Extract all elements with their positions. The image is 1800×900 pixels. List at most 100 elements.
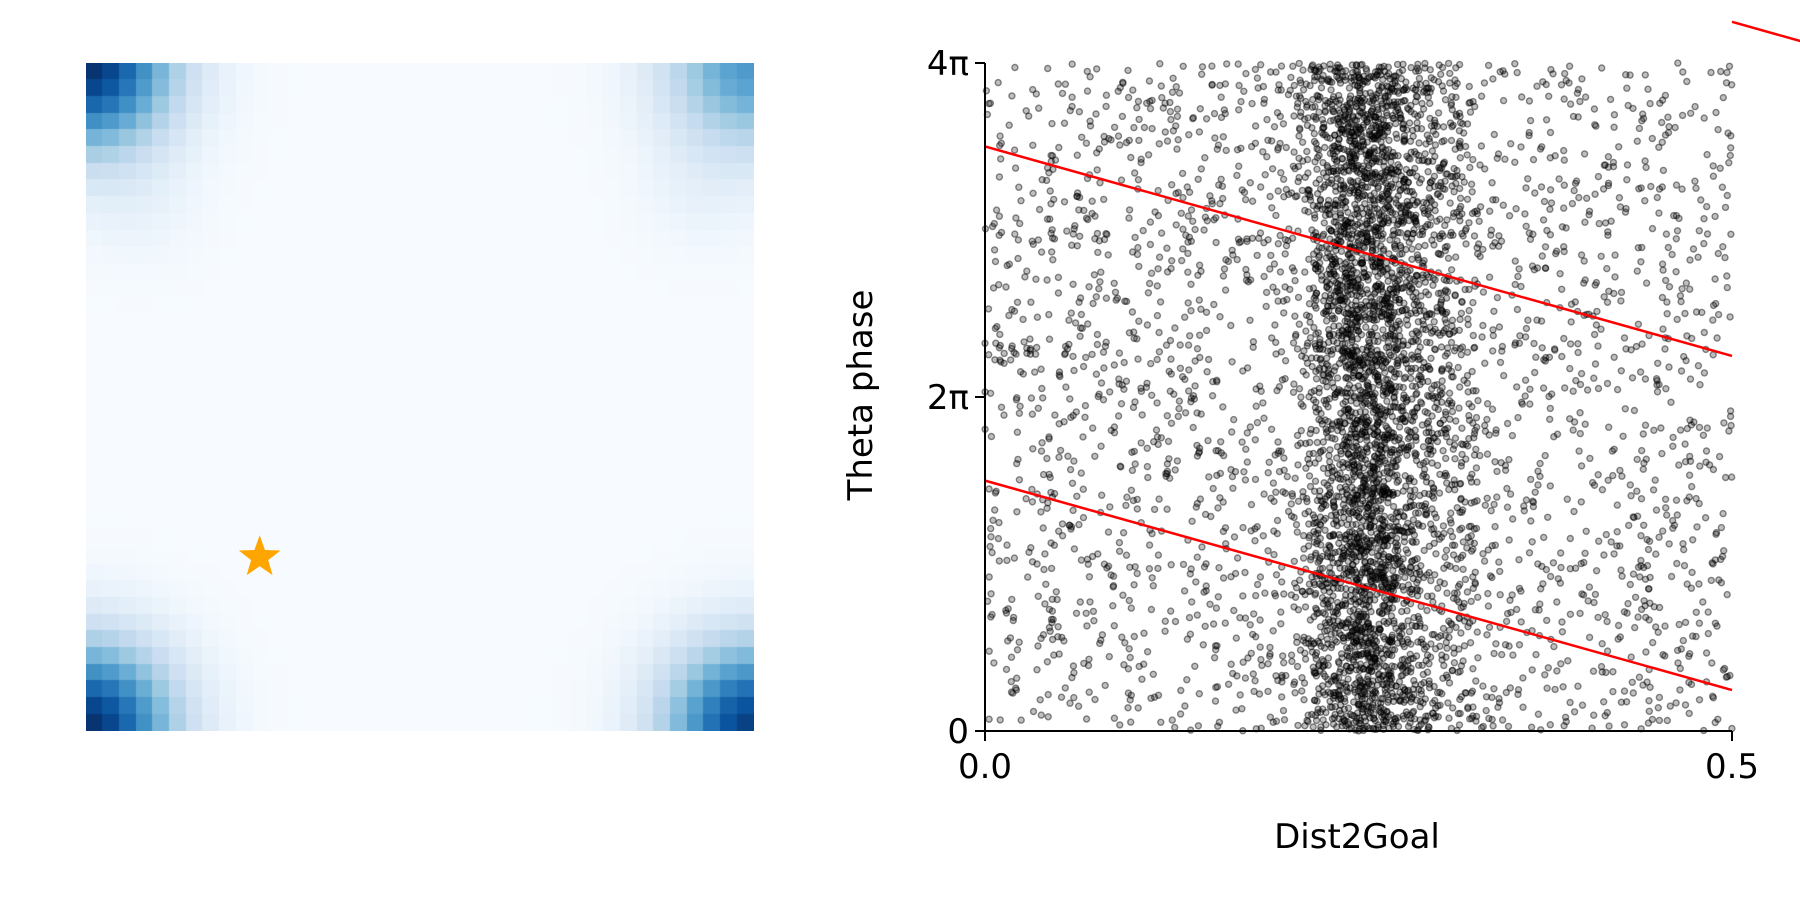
scatter-point <box>1427 74 1436 82</box>
scatter-point <box>1414 347 1422 356</box>
scatter-point <box>1306 556 1315 564</box>
scatter-point <box>1695 423 1704 432</box>
scatter-point <box>1264 469 1272 477</box>
scatter-point <box>1700 328 1709 337</box>
scatter-point <box>1566 340 1575 348</box>
scatter-point <box>1511 339 1520 347</box>
scatter-point <box>1147 269 1156 277</box>
scatter-point <box>995 231 1003 240</box>
scatter-point <box>1437 343 1446 351</box>
scatter-point <box>1079 362 1088 371</box>
scatter-point <box>1215 718 1224 726</box>
scatter-point <box>1347 301 1356 309</box>
scatter-point <box>1317 723 1325 731</box>
scatter-point <box>1310 487 1319 495</box>
scatter-point <box>1442 653 1450 661</box>
scatter-point <box>991 257 1000 266</box>
scatter-point <box>1569 387 1577 395</box>
scatter-point <box>1718 552 1727 561</box>
scatter-point <box>1424 723 1433 731</box>
scatter-point <box>1218 182 1227 191</box>
scatter-point <box>1442 671 1451 679</box>
scatter-point <box>1702 202 1711 211</box>
scatter-point <box>1331 201 1340 209</box>
scatter-point <box>1448 105 1457 114</box>
scatter-point <box>1075 206 1083 214</box>
scatter-point <box>1075 193 1084 202</box>
scatter-point <box>1333 389 1341 397</box>
scatter-point <box>1348 483 1356 492</box>
scatter-point <box>1419 198 1428 207</box>
scatter-point <box>1301 195 1309 204</box>
scatter-point <box>1251 677 1259 685</box>
scatter-point <box>1679 540 1687 548</box>
scatter-point <box>1709 172 1718 180</box>
scatter-point <box>1228 472 1237 481</box>
scatter-point <box>1430 345 1439 353</box>
scatter-point <box>1369 463 1377 472</box>
scatter-point <box>1707 68 1715 77</box>
scatter-point <box>1099 195 1108 204</box>
scatter-point <box>1086 72 1094 81</box>
scatter-point <box>1022 107 1030 115</box>
scatter-point <box>1300 696 1308 704</box>
scatter-point <box>1687 334 1696 343</box>
scatter-point <box>1573 89 1582 97</box>
scatter-point <box>1381 561 1390 570</box>
scatter-point <box>1195 128 1204 136</box>
scatter-point <box>1530 339 1538 348</box>
scatter-point <box>1233 145 1242 154</box>
scatter-point <box>1442 286 1450 294</box>
scatter-point <box>1403 426 1412 434</box>
scatter-point <box>1069 506 1077 515</box>
scatter-point <box>1027 298 1035 306</box>
scatter-point <box>1356 125 1365 134</box>
scatter-point <box>1492 429 1500 437</box>
scatter-point <box>1326 532 1335 540</box>
scatter-point <box>1641 421 1650 429</box>
scatter-point <box>1363 117 1371 126</box>
scatter-point <box>1508 591 1516 599</box>
scatter-point <box>1042 580 1050 588</box>
scatter-point <box>1487 507 1495 515</box>
scatter-point <box>1390 72 1399 80</box>
scatter-point <box>1647 182 1655 191</box>
scatter-point <box>1202 582 1210 590</box>
scatter-point <box>1080 659 1088 668</box>
scatter-point <box>1421 505 1430 514</box>
scatter-point <box>1301 268 1309 276</box>
scatter-point <box>1459 565 1467 573</box>
scatter-point <box>1042 176 1051 185</box>
scatter-point <box>990 659 998 667</box>
scatter-point <box>1429 598 1437 606</box>
scatter-point <box>1425 660 1433 668</box>
scatter-point <box>1213 683 1222 691</box>
scatter-point <box>1154 564 1162 573</box>
scatter-point <box>1397 662 1405 670</box>
scatter-point <box>1472 524 1481 533</box>
scatter-point <box>1293 192 1301 200</box>
scatter-point <box>1279 706 1288 715</box>
scatter-point <box>1576 429 1585 438</box>
scatter-point <box>1532 650 1540 659</box>
scatter-point <box>1197 165 1206 173</box>
scatter-point <box>1282 185 1291 194</box>
scatter-point <box>1463 588 1472 596</box>
scatter-point <box>1153 282 1162 290</box>
scatter-point <box>1547 65 1555 74</box>
scatter-point <box>1425 99 1434 108</box>
scatter-point <box>1008 305 1016 314</box>
scatter-point <box>1179 245 1187 253</box>
scatter-point <box>1054 633 1062 641</box>
scatter-point <box>1266 68 1275 76</box>
scatter-point <box>1319 662 1327 670</box>
scatter-point <box>1490 500 1498 509</box>
scatter-point <box>1552 247 1561 255</box>
scatter-point <box>1442 276 1451 285</box>
scatter-point <box>1646 599 1654 607</box>
scatter-point <box>1535 606 1543 614</box>
scatter-point <box>1332 262 1341 271</box>
scatter-point <box>1248 630 1257 639</box>
scatter-point <box>1446 562 1454 570</box>
scatter-point <box>1448 122 1456 131</box>
